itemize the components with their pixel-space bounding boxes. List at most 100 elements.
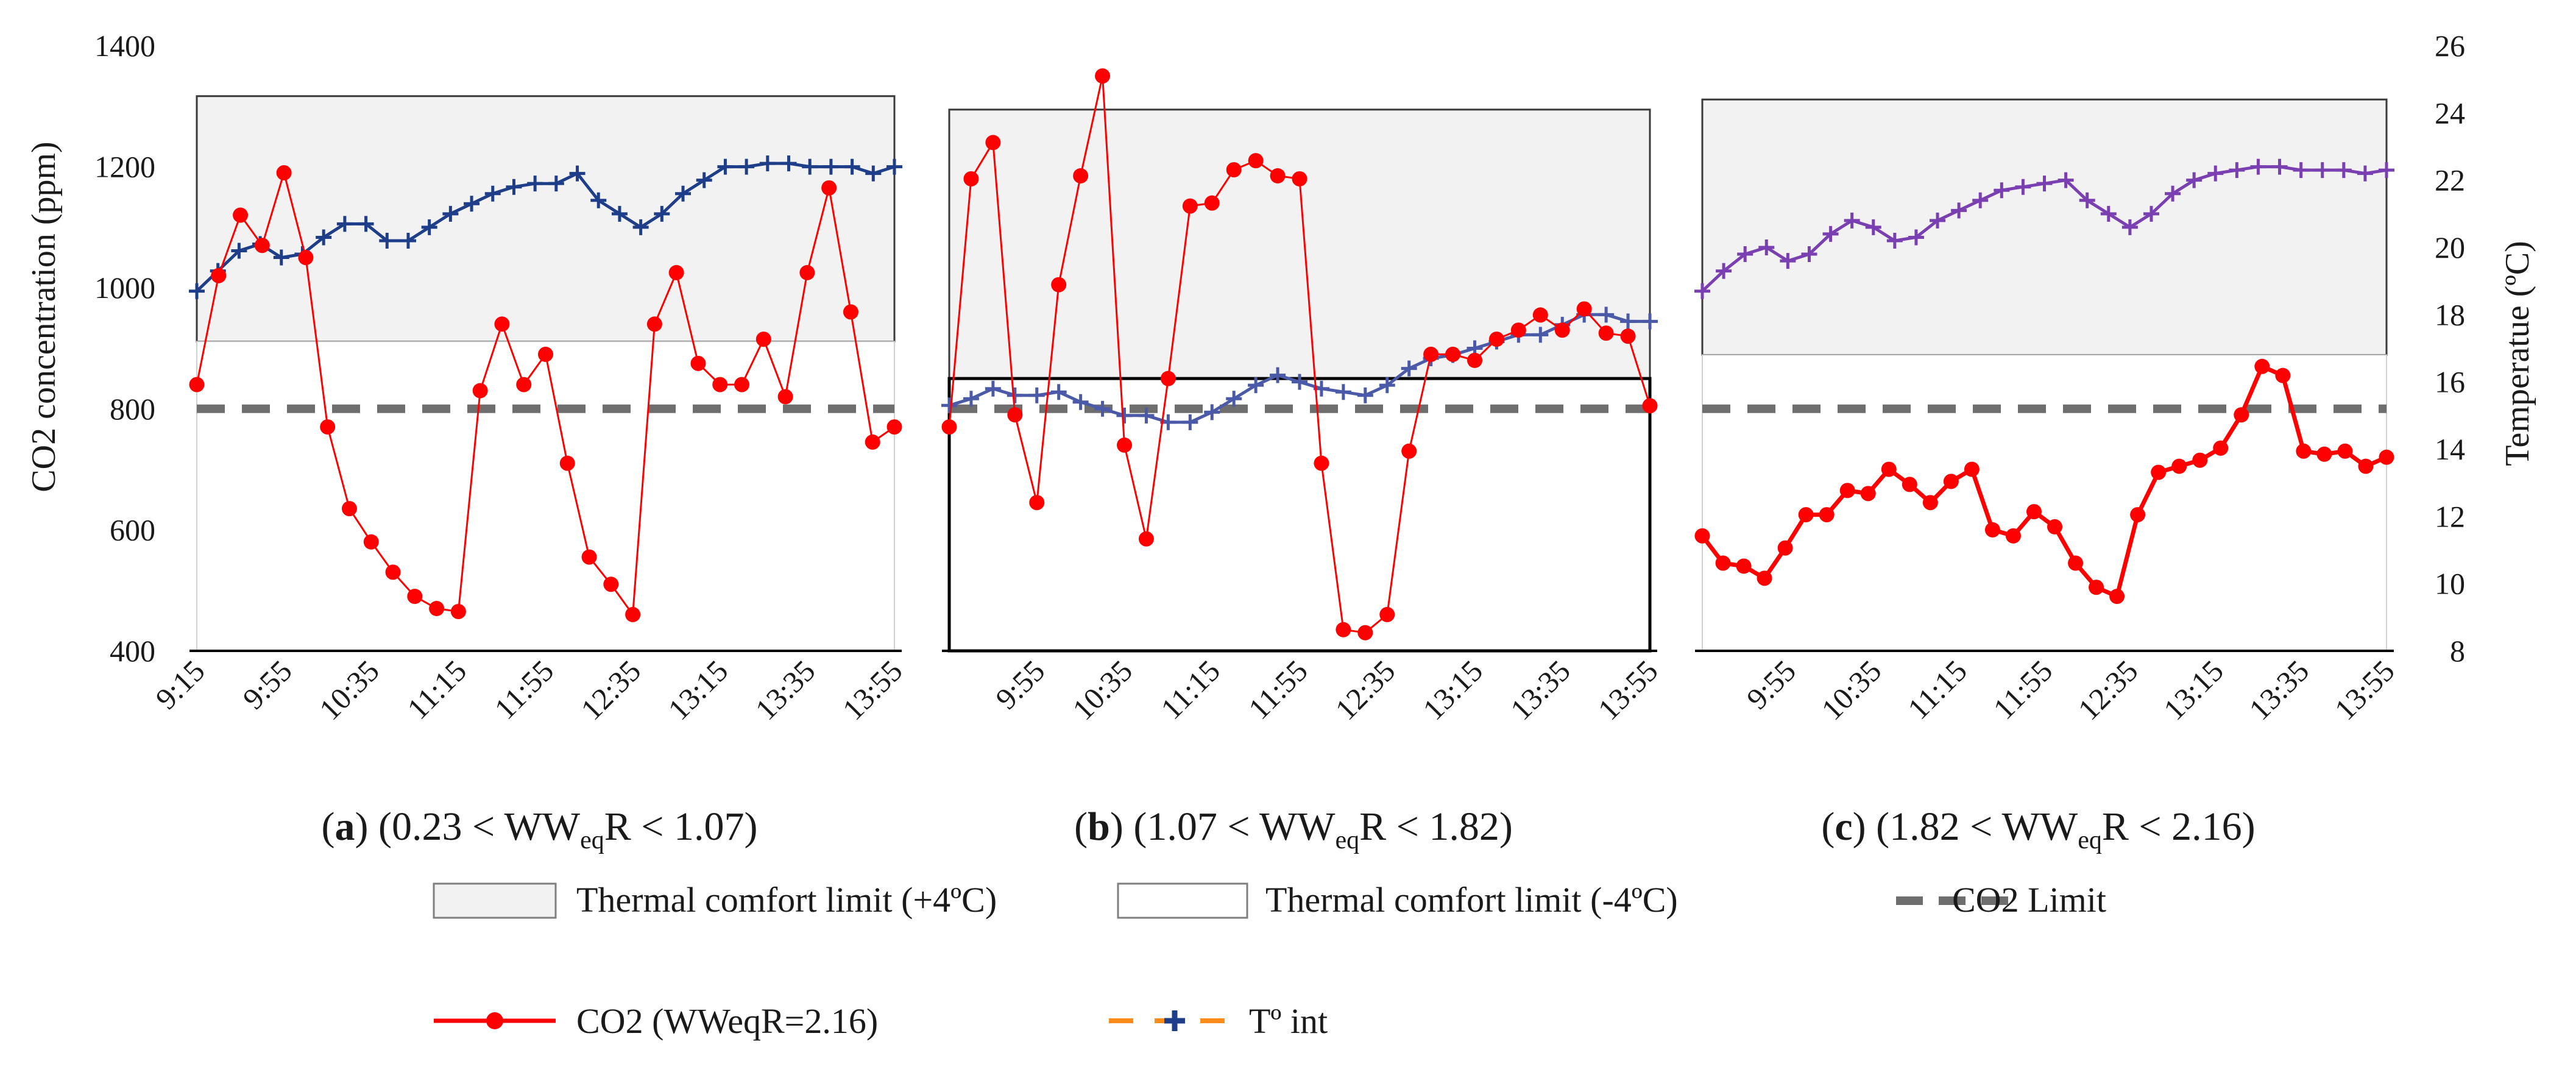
co2-point xyxy=(1576,301,1592,317)
co2-point xyxy=(625,606,641,622)
temperature-point xyxy=(1204,404,1220,420)
comfort-band-lower xyxy=(196,341,895,651)
co2-point xyxy=(450,603,466,619)
temperature-point xyxy=(1532,327,1549,343)
co2-point xyxy=(233,207,249,223)
x-tick-label: 13:55 xyxy=(2328,653,2401,726)
co2-point xyxy=(1598,325,1614,341)
temperature-point xyxy=(1865,219,1881,235)
co2-point xyxy=(2130,507,2146,523)
co2-point xyxy=(429,600,445,616)
x-tick-label: 10:35 xyxy=(1066,653,1139,726)
temperature-point xyxy=(1072,394,1089,410)
co2-point xyxy=(668,264,684,280)
co2-point xyxy=(1270,168,1286,183)
co2-point xyxy=(189,377,205,392)
y-left-tick-label: 400 xyxy=(110,634,155,668)
co2-point xyxy=(1051,277,1067,293)
temperature-point xyxy=(189,283,205,299)
temperature-point xyxy=(464,196,480,212)
co2-point xyxy=(1881,461,1897,477)
panel-caption-c: (c) (1.82 < WWeqR < 2.16) xyxy=(1821,804,2255,854)
temperature-point xyxy=(963,391,979,407)
y-right-tick-label: 18 xyxy=(2435,297,2465,332)
co2-point xyxy=(2296,443,2312,459)
co2-point xyxy=(1798,507,1814,523)
legend-label-co2-series: CO2 (WWeqR=2.16) xyxy=(576,1001,878,1041)
temperature-point xyxy=(484,185,501,202)
temperature-point xyxy=(2015,179,2031,195)
co2-point xyxy=(1642,398,1658,414)
temperature-point xyxy=(1822,225,1839,242)
temperature-point xyxy=(2293,162,2309,179)
co2-point xyxy=(1736,558,1752,574)
temperature-point xyxy=(1138,407,1155,424)
co2-point xyxy=(472,383,488,399)
chart-panels: 9:15 9:55 10:35 11:15 11:55 12:35 13:15 13:35 13… xyxy=(149,68,2401,726)
co2-point xyxy=(1160,371,1176,386)
co2-point xyxy=(1554,322,1570,338)
temperature-point xyxy=(1780,253,1796,269)
temperature-point xyxy=(548,176,564,192)
co2-point xyxy=(1715,555,1731,571)
temperature-point xyxy=(1094,400,1111,417)
co2-point xyxy=(385,564,401,580)
temperature-point xyxy=(1642,313,1658,330)
legend-label-band-upper: Thermal comfort limit (+4ºC) xyxy=(576,880,997,920)
x-tick-label: 9:55 xyxy=(236,653,298,715)
co2-line xyxy=(1700,363,2388,600)
co2-point xyxy=(2089,580,2104,595)
co2-point xyxy=(1757,570,1772,586)
temperature-point xyxy=(1908,229,1924,246)
co2-point xyxy=(1226,162,1242,178)
x-tick-label: 13:35 xyxy=(749,653,822,726)
co2-point xyxy=(211,268,227,283)
co2-point xyxy=(298,250,314,266)
legend-label-temp-series: Tº int xyxy=(1249,1001,1328,1041)
co2-point xyxy=(865,434,880,450)
co2-point xyxy=(1182,198,1198,214)
temperature-point xyxy=(506,179,522,195)
left-y-axis: 400 600 800 1000 1200 1400 xyxy=(94,29,155,668)
co2-point xyxy=(276,165,292,181)
temperature-point xyxy=(421,219,437,235)
co2-point xyxy=(1902,477,1917,492)
y-left-tick-label: 1400 xyxy=(94,29,155,63)
co2-point xyxy=(734,377,750,392)
temperature-point xyxy=(2379,162,2394,179)
co2-point xyxy=(646,316,662,332)
x-tick-label: 9:15 xyxy=(149,653,211,715)
temperature-point xyxy=(2036,176,2053,192)
co2-point xyxy=(1314,455,1329,471)
x-tick-label: 11:15 xyxy=(1901,653,1973,726)
temperature-point xyxy=(1994,182,2010,199)
co2-point xyxy=(320,419,336,435)
co2-point xyxy=(1138,531,1154,547)
temperature-point xyxy=(1379,377,1395,394)
temperature-point xyxy=(632,219,649,235)
co2-point xyxy=(1532,307,1548,323)
temperature-point xyxy=(2100,205,2117,222)
x-tick-label: 13:55 xyxy=(836,653,909,726)
co2-point xyxy=(2234,407,2249,423)
co2-point xyxy=(821,180,837,196)
temperature-point xyxy=(1292,374,1307,390)
panel-caption-b: (b) (1.07 < WWeqR < 1.82) xyxy=(1074,804,1513,854)
temperature-point xyxy=(358,216,374,232)
temperature-point xyxy=(1694,283,1710,299)
temperature-point xyxy=(759,155,776,172)
co2-point xyxy=(1488,332,1504,347)
y-right-tick-label: 22 xyxy=(2435,163,2465,197)
y-right-tick-label: 16 xyxy=(2435,365,2465,399)
temperature-point xyxy=(2165,185,2181,202)
y-left-tick-label: 1000 xyxy=(94,271,155,305)
temperature-point xyxy=(886,158,902,175)
temperature-point xyxy=(1972,192,1989,208)
legend-label-co2-limit: CO2 Limit xyxy=(1952,880,2106,920)
temperature-point xyxy=(1951,202,1967,219)
temperature-point xyxy=(379,232,395,249)
temperature-point xyxy=(2357,165,2373,182)
temperature-point xyxy=(1758,239,1775,255)
temperature-point xyxy=(336,216,353,232)
temperature-point xyxy=(527,176,543,192)
